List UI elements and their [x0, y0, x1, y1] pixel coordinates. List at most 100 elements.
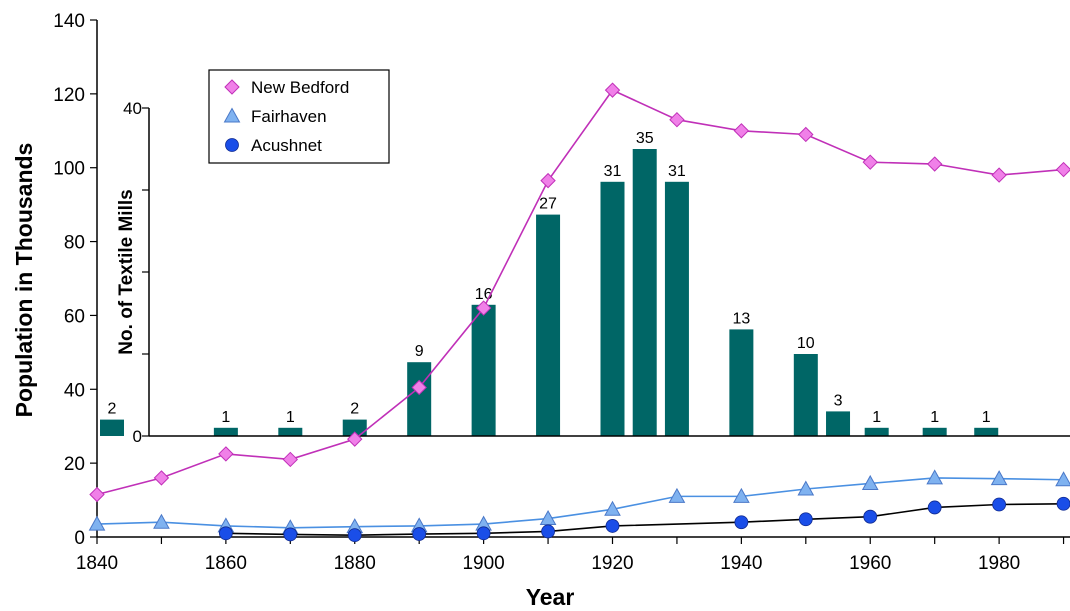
y-tick-label: 80: [64, 233, 85, 254]
data-point: [862, 154, 878, 170]
mill-bar-label: 9: [415, 343, 424, 360]
x-tick-label: 1880: [334, 553, 376, 574]
data-point: [282, 451, 299, 468]
legend: New Bedford Fairhaven Acushnet: [208, 69, 390, 164]
data-point: [605, 519, 620, 533]
data-point: [1055, 161, 1070, 178]
data-point: [411, 379, 427, 396]
y-tick-label: 120: [53, 85, 85, 106]
mill-bar: [278, 427, 303, 436]
y-tick-label: 0: [74, 528, 85, 549]
data-point: [926, 469, 944, 485]
data-point: [475, 300, 492, 316]
data-point: [797, 480, 815, 496]
data-point: [734, 515, 749, 530]
x-tick-label: 1860: [205, 553, 247, 574]
mill-bar-label: 13: [732, 310, 750, 327]
x-tick-label: 1940: [720, 553, 762, 574]
mill-bar-label: 2: [350, 401, 359, 418]
mill-bar: [922, 427, 947, 436]
data-point: [604, 500, 621, 516]
x-tick-label: 1980: [978, 553, 1020, 574]
legend-marker: [224, 79, 240, 95]
population-series: [88, 82, 1070, 543]
mill-axis-title: No. of Textile Mills: [116, 189, 137, 354]
mill-tick-label: 0: [133, 427, 142, 446]
data-point: [540, 172, 556, 189]
data-point: [283, 527, 298, 542]
y-tick-label: 60: [64, 306, 85, 327]
data-point: [541, 524, 555, 539]
legend-marker: [225, 138, 239, 152]
data-point: [992, 497, 1007, 512]
x-tick-label: 1960: [849, 553, 891, 574]
mill-bar-label: 2: [108, 401, 117, 418]
mill-bar: [407, 362, 432, 436]
mill-bar: [536, 214, 561, 436]
mill-bar-label: 1: [982, 409, 991, 426]
y-tick-label: 140: [53, 11, 85, 32]
legend-label: Fairhaven: [251, 107, 327, 126]
mill-bar-label: 35: [636, 130, 654, 147]
data-point: [1055, 471, 1070, 487]
data-point: [218, 526, 233, 541]
data-point: [347, 431, 363, 447]
data-point: [798, 512, 813, 527]
mill-bar: [632, 149, 657, 436]
data-point: [990, 470, 1008, 486]
series-line: [96, 477, 1064, 529]
y-axis-title: Population in Thousands: [11, 143, 37, 418]
data-point: [861, 474, 879, 490]
mill-bar: [100, 419, 124, 436]
mill-bar: [600, 181, 625, 436]
data-point: [89, 486, 105, 503]
mill-bar-label: 10: [797, 335, 815, 352]
data-point: [863, 509, 878, 524]
mill-bar: [342, 419, 367, 436]
mill-bar-label: 3: [834, 392, 843, 409]
y-tick-label: 100: [53, 159, 85, 180]
mill-bar: [471, 304, 496, 436]
mill-bar-label: 1: [872, 409, 881, 426]
data-point: [991, 167, 1007, 183]
mill-bar: [729, 329, 754, 436]
mill-tick-label: 40: [123, 99, 142, 118]
data-point: [153, 470, 170, 486]
mill-bar: [974, 427, 999, 436]
data-point: [926, 156, 943, 172]
legend-box: [208, 69, 390, 164]
mill-bar-label: 31: [668, 163, 686, 180]
y-tick-label: 40: [64, 380, 85, 401]
data-point: [668, 487, 686, 503]
x-tick-label: 1840: [76, 553, 118, 574]
series-line: [96, 89, 1064, 496]
x-axis-title: Year: [526, 584, 575, 610]
data-point: [476, 526, 491, 541]
mill-bar-label: 31: [604, 163, 622, 180]
data-point: [733, 487, 750, 503]
data-point: [88, 515, 106, 531]
mill-bar-label: 1: [221, 409, 230, 426]
mill-bar: [793, 354, 818, 436]
x-tick-label: 1900: [462, 553, 504, 574]
textile-mill-axis: 0 40: [123, 99, 1070, 446]
y-tick-label: 20: [64, 454, 85, 475]
legend-label: Acushnet: [251, 136, 322, 155]
mill-bar: [213, 427, 238, 436]
data-point: [927, 500, 942, 515]
mill-bar-label: 1: [930, 409, 939, 426]
mill-bar-label: 1: [286, 409, 295, 426]
data-point: [604, 82, 621, 98]
data-point: [1056, 496, 1070, 511]
data-point: [733, 123, 750, 139]
data-point: [153, 513, 170, 529]
x-tick-label: 1920: [591, 553, 633, 574]
legend-label: New Bedford: [251, 78, 349, 97]
data-point: [412, 527, 427, 541]
data-point: [669, 112, 685, 128]
data-point: [218, 446, 234, 462]
mill-bar: [664, 181, 689, 436]
